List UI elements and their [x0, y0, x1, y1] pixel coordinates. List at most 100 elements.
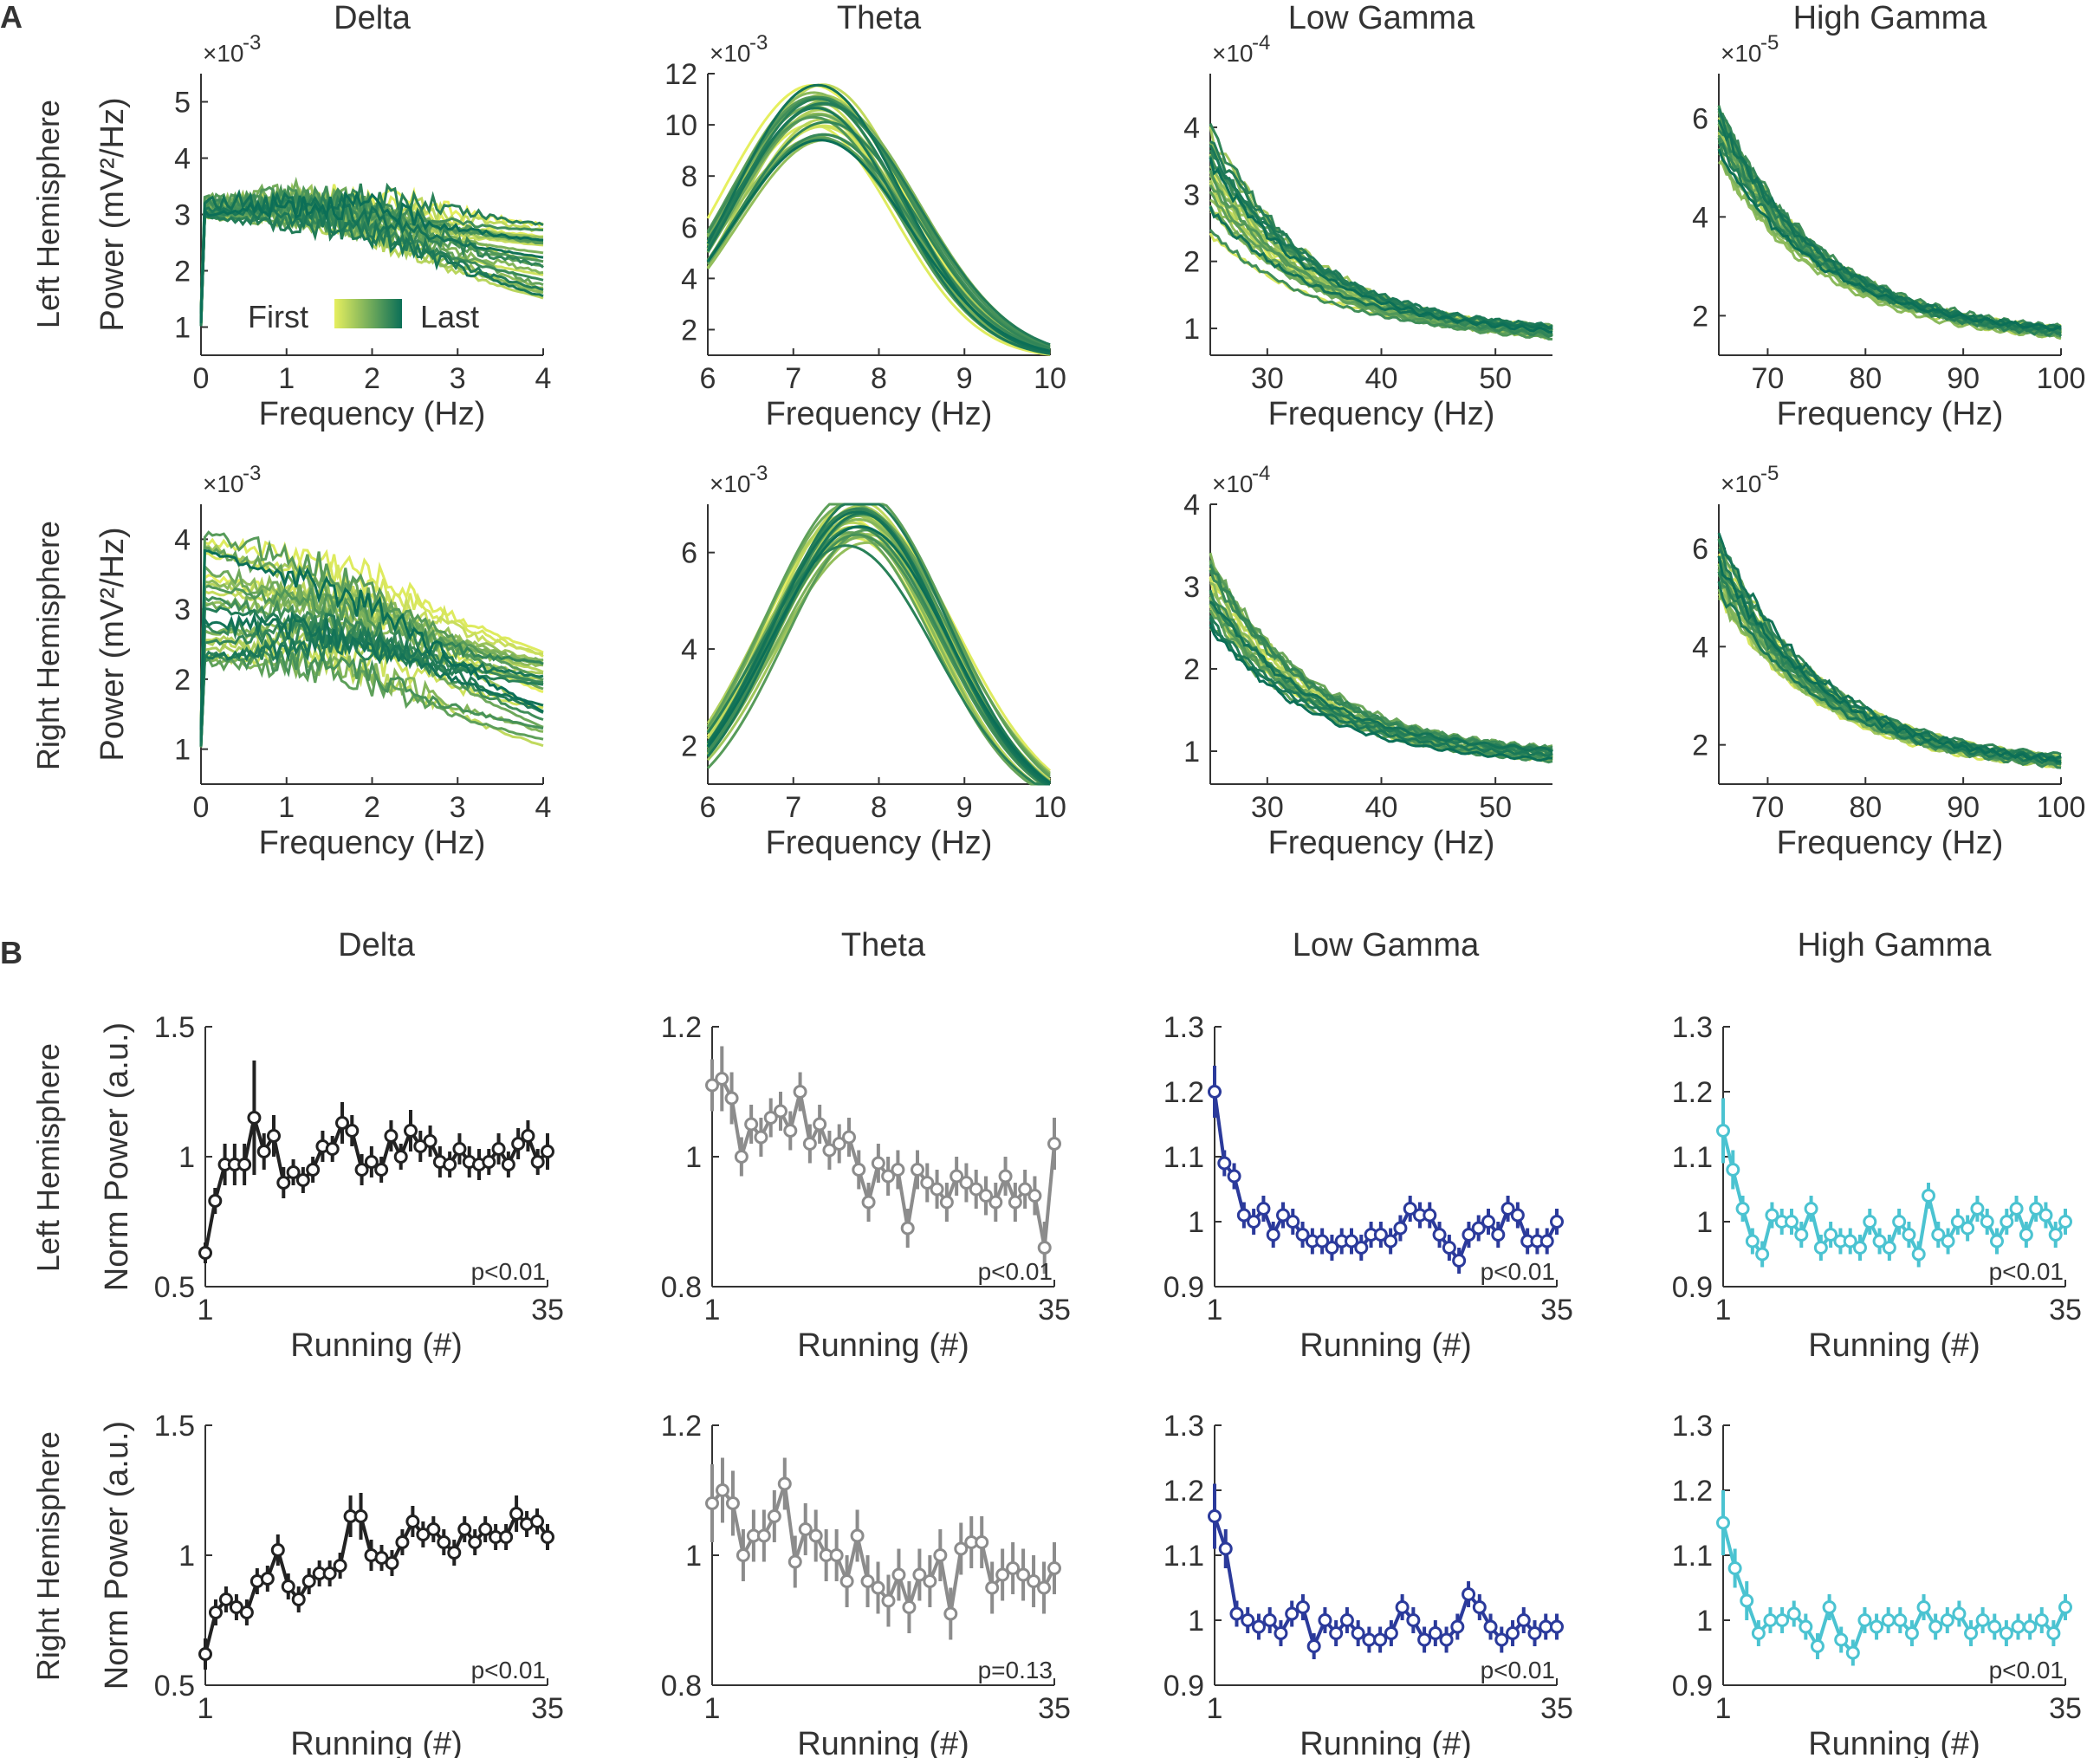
session-line: [199, 190, 544, 323]
data-point: [1018, 1182, 1033, 1197]
exponent-base: ×10: [1721, 40, 1762, 67]
data-point: [1804, 1202, 1818, 1216]
exponent-power: -4: [1252, 31, 1270, 55]
x-tick-label: 1: [704, 1294, 721, 1327]
session-line: [199, 548, 544, 730]
x-tick-label: 4: [535, 791, 552, 824]
x-axis-label: Frequency (Hz): [1268, 396, 1495, 432]
data-point: [2029, 1202, 2044, 1216]
data-point: [404, 1124, 418, 1138]
session-line: [1717, 532, 2062, 762]
data-point: [306, 1163, 321, 1177]
data-point: [1872, 1234, 1887, 1249]
y-tick-label: 1: [174, 312, 191, 345]
data-points: [1208, 1509, 1564, 1653]
x-axis-label: Running (#): [1300, 1327, 1472, 1364]
data-point: [482, 1155, 496, 1169]
x-tick-label: 90: [1947, 362, 1980, 395]
data-point: [1047, 1137, 1061, 1151]
y-tick-label: 0.5: [154, 1271, 195, 1304]
data-point: [2009, 1202, 2024, 1216]
data-point: [1980, 1215, 1994, 1229]
data-point: [1428, 1626, 1442, 1640]
y-tick-label: 2: [681, 730, 697, 762]
data-point: [281, 1580, 295, 1593]
x-tick-label: 1: [278, 791, 295, 824]
x-tick-label: 10: [1034, 362, 1066, 395]
data-point: [256, 1145, 271, 1158]
x-tick-label: 35: [1540, 1692, 1573, 1725]
y-tick-label: 1: [178, 1540, 195, 1573]
data-point: [1904, 1626, 1919, 1640]
x-tick-label: 1: [1715, 1692, 1732, 1725]
y-tick-label: 3: [174, 199, 191, 232]
session-lines: [706, 83, 1051, 356]
chart-title: Low Gamma: [1288, 0, 1475, 36]
x-axis-label: Running (#): [290, 1327, 463, 1364]
data-point: [1911, 1247, 1926, 1262]
data-point: [912, 1567, 927, 1582]
data-point: [2058, 1600, 2072, 1614]
data-point: [1892, 1215, 1907, 1229]
exponent-base: ×10: [1721, 470, 1762, 497]
data-point: [1716, 1515, 1730, 1530]
data-point: [774, 1104, 788, 1119]
data-point: [763, 1111, 778, 1125]
y-tick-label: 1.2: [661, 1410, 702, 1443]
x-tick-label: 4: [535, 362, 552, 395]
session-line: [706, 107, 1051, 355]
data-point: [457, 1522, 472, 1536]
data-point: [1527, 1626, 1542, 1640]
data-point: [374, 1163, 389, 1177]
data-point: [920, 1176, 935, 1190]
x-tick-label: 40: [1365, 362, 1398, 395]
data-point: [829, 1548, 844, 1562]
exponent-power: -4: [1252, 462, 1270, 485]
data-point: [530, 1515, 545, 1528]
x-axis-label: Frequency (Hz): [1777, 396, 2004, 432]
x-axis-label: Frequency (Hz): [1777, 825, 2004, 861]
data-point: [1510, 1208, 1525, 1223]
data-point: [247, 1111, 262, 1125]
session-line: [1717, 555, 2062, 763]
data-point: [333, 1559, 347, 1573]
y-tick-label: 1: [1696, 1605, 1713, 1638]
session-line: [706, 83, 1051, 354]
x-tick-label: 0: [193, 791, 210, 824]
data-point: [1970, 1202, 1985, 1216]
data-point: [1276, 1208, 1290, 1223]
data-point: [335, 1116, 349, 1130]
data-point: [1236, 1208, 1251, 1223]
row-label-b-left: Left Hemisphere: [30, 1043, 66, 1272]
data-point: [541, 1145, 554, 1158]
data-point: [1922, 1189, 1935, 1203]
y-tick-label: 0.8: [661, 1670, 702, 1703]
data-point: [1824, 1228, 1838, 1242]
row-label-a-right: Right Hemisphere: [30, 521, 66, 770]
y-tick-label: 8: [681, 160, 697, 193]
x-tick-label: 1: [278, 362, 295, 395]
session-line: [199, 582, 544, 736]
data-points: [198, 1111, 554, 1260]
data-point: [1745, 1234, 1760, 1249]
data-points: [705, 1476, 1061, 1621]
data-point: [267, 1129, 281, 1143]
data-point: [443, 1158, 457, 1171]
session-line: [199, 552, 544, 731]
data-point: [783, 1124, 798, 1138]
data-point: [988, 1195, 1003, 1210]
session-line: [1209, 600, 1553, 753]
data-point: [822, 1143, 837, 1158]
session-lines: [1209, 552, 1553, 764]
y-tick-label: 4: [1692, 631, 1708, 664]
data-point: [208, 1606, 223, 1619]
exponent-power: -3: [749, 462, 768, 485]
data-point: [286, 1165, 301, 1179]
x-tick-label: 70: [1752, 362, 1785, 395]
data-point: [2011, 1619, 2025, 1634]
session-line: [199, 629, 544, 747]
data-point: [1765, 1208, 1779, 1223]
session-line: [199, 594, 544, 737]
x-tick-label: 50: [1479, 362, 1512, 395]
